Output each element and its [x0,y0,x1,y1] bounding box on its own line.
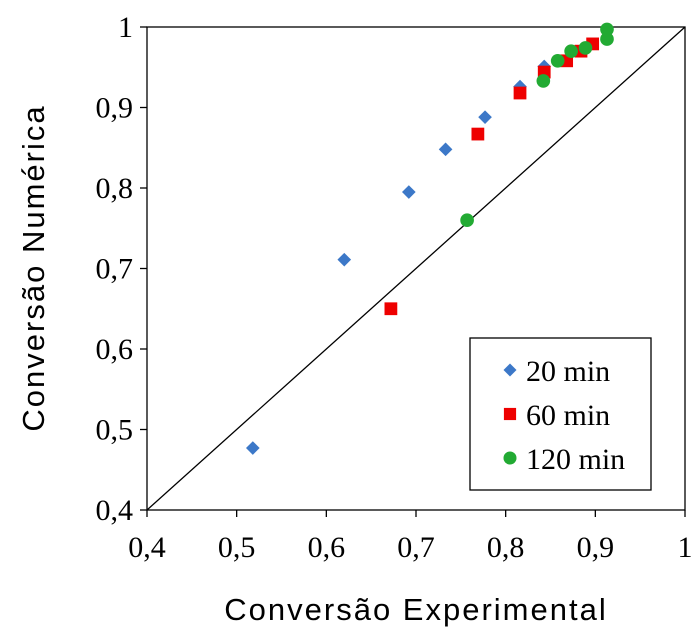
data-point-diamond [478,110,492,124]
data-point-square [384,302,398,316]
data-point-diamond [402,185,416,199]
data-point-diamond [245,441,260,455]
data-point-circle [536,74,551,88]
legend-marker-square [503,407,517,421]
data-point-circle [460,213,474,228]
x-tick-label: 0,8 [487,531,525,564]
legend-box [469,337,652,491]
data-point-circle [600,22,614,37]
y-tick-label: 0,6 [96,333,134,366]
data-point-circle [578,41,593,55]
y-tick-label: 0,8 [96,172,134,205]
data-point-square [471,127,485,141]
legend-label: 60 min [526,399,610,432]
legend-label: 120 min [526,443,625,476]
data-point-circle [564,44,578,58]
y-axis-title: Conversão Numérica [16,104,51,431]
x-tick-label: 0,5 [218,531,256,564]
y-tick-label: 0,7 [96,253,134,286]
x-tick-label: 0,9 [577,531,615,564]
legend-marker-circle [503,451,517,465]
x-tick-label: 1 [678,531,691,564]
legend-marker-diamond [503,363,517,377]
x-tick-label: 0,4 [128,531,166,564]
x-axis-title: Conversão Experimental [224,592,607,627]
y-tick-label: 1 [118,11,133,44]
data-point-square [513,86,527,100]
data-point-circle [550,53,565,68]
data-point-diamond [438,142,453,157]
y-tick-label: 0,4 [96,494,134,527]
y-tick-label: 0,5 [96,414,134,447]
x-tick-label: 0,6 [308,531,346,564]
identity-line [146,26,686,511]
data-point-diamond [337,252,352,267]
data-point-circle [600,32,614,46]
x-tick-label: 0,7 [397,531,435,564]
legend-label: 20 min [526,355,610,388]
y-tick-label: 0,9 [96,92,134,125]
